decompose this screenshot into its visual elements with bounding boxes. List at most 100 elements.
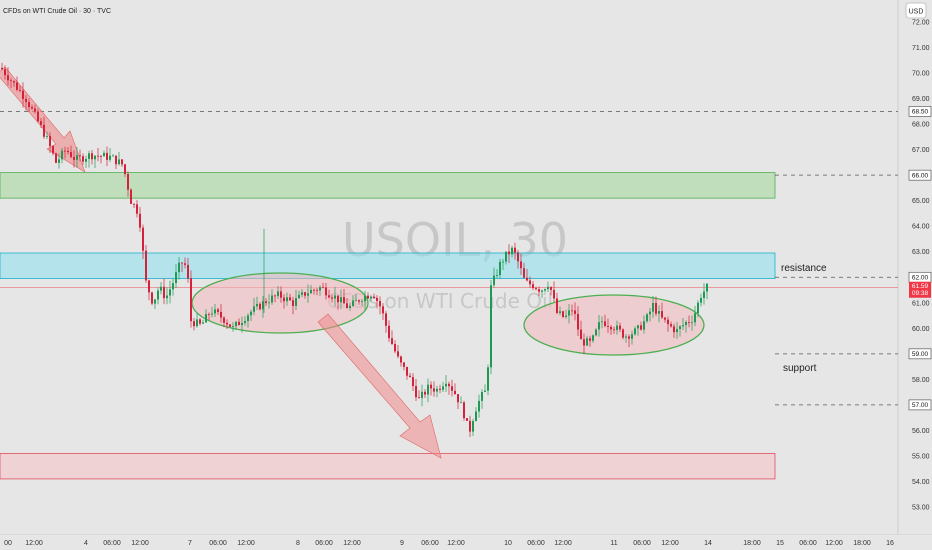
candle-body [43,124,45,137]
candle-body [310,289,312,294]
candle-body [91,153,93,160]
consolidation-ellipse-left[interactable] [191,272,369,334]
candle-body [412,377,414,387]
level-tag [908,169,932,181]
candle-body [349,305,351,309]
candle-body [70,152,72,158]
candle-body [295,298,297,306]
candle-body [427,384,429,395]
candle-body [232,326,234,327]
price-tick-label: 69.00 [912,96,930,103]
candle-body [292,300,294,306]
candle-body [436,388,438,392]
candle-body [73,157,75,160]
candle-body [367,295,369,299]
current-price-countdown: 09:38 [912,290,929,297]
candle-body [460,402,462,404]
candle-body [637,325,639,329]
resistance-zone[interactable] [0,252,776,279]
candle-body [283,297,285,302]
arrow-down-top-left[interactable] [0,66,86,173]
current-price-tag: 61.59 09:38 [909,281,931,298]
candle-body [370,296,372,299]
candle-body [613,329,615,331]
candle-body [379,301,381,307]
candle-body [34,108,36,112]
time-tick-label: 06:00 [799,540,817,547]
candle-body [586,338,588,346]
candle-body [262,301,264,310]
currency-button[interactable]: USD [905,2,927,19]
candle-body [280,291,282,298]
candle-body [472,421,474,432]
candle-body [499,261,501,276]
candle-body [655,302,657,314]
candle-body [217,309,219,312]
candle-body [85,158,87,162]
candle-body [700,298,702,303]
candlestick-series[interactable] [1,62,708,438]
time-tick-label: 14 [704,540,712,547]
arrow-down-middle[interactable] [317,313,442,459]
time-tick-label: 16 [886,540,894,547]
candle-body [133,203,135,205]
candle-body [685,321,687,326]
candle-body [328,295,330,298]
candle-body [55,153,57,163]
price-tick-label: 70.00 [912,71,930,78]
candle-body [148,280,150,293]
candle-body [442,386,444,390]
candle-body [253,306,255,312]
candle-body [550,286,552,290]
candle-body [337,295,339,303]
candle-body [151,292,153,304]
candle-body [76,155,78,160]
candle-body [697,302,699,314]
candle-body [562,311,564,317]
candle-body [145,250,147,281]
candle-body [220,311,222,318]
time-ticks: 00 12:00 4 06:00 12:00 7 06:00 12:00 8 06:00 12:00… [4,540,894,547]
supply-zone[interactable] [0,172,776,199]
candle-body [451,386,453,391]
candle-body [466,418,468,421]
candle-body [82,156,84,162]
candle-body [631,334,633,339]
price-tick-label: 54.00 [912,479,930,486]
price-tick-label: 58.00 [912,377,930,384]
candle-body [658,311,660,314]
level-tag [908,106,932,117]
candle-body [619,325,621,330]
candle-body [403,362,405,367]
candle-body [121,159,123,165]
candle-body [643,321,645,330]
candle-body [430,384,432,389]
candle-body [574,310,576,314]
candle-body [601,321,603,323]
candle-body [58,159,60,163]
candle-body [52,146,54,154]
candle-body [193,321,195,327]
demand-zone[interactable] [0,452,776,480]
candle-body [706,283,708,292]
candle-body [667,319,669,325]
candle-body [607,325,609,327]
candle-body [400,356,402,363]
candle-body [22,90,24,99]
time-tick-label: 06:00 [633,540,651,547]
candle-body [7,75,9,81]
candle-body [361,301,363,303]
candle-body [124,164,126,174]
candle-body [418,397,420,399]
candle-body [226,322,228,325]
time-tick-label: 12:00 [343,540,361,547]
candle-body [490,285,492,368]
candle-body [313,289,315,291]
candle-body [319,287,321,291]
candle-body [487,367,489,391]
candle-body [100,156,102,157]
time-axis[interactable] [0,535,932,550]
level-tag [908,399,932,411]
symbol-title[interactable]: CFDs on WTI Crude Oil · 30 · TVC [3,8,111,15]
